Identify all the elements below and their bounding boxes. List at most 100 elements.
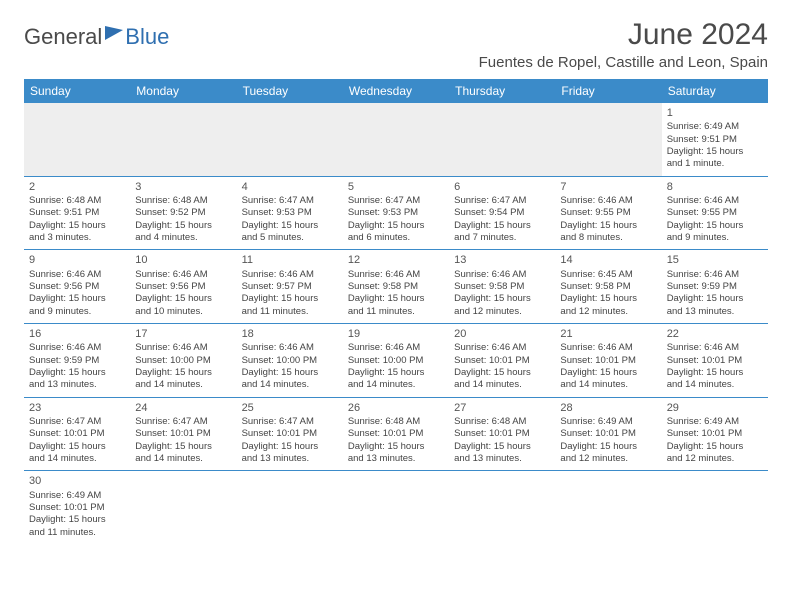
- day-header: Sunday: [24, 79, 130, 103]
- calendar-cell: 14Sunrise: 6:45 AMSunset: 9:58 PMDayligh…: [555, 250, 661, 324]
- calendar-cell: [449, 103, 555, 176]
- day-number: 8: [667, 180, 763, 194]
- cell-text: Sunset: 10:01 PM: [348, 428, 444, 440]
- cell-text: Sunset: 9:55 PM: [560, 207, 656, 219]
- day-header: Thursday: [449, 79, 555, 103]
- cell-text: Sunset: 9:59 PM: [29, 355, 125, 367]
- calendar-cell: 25Sunrise: 6:47 AMSunset: 10:01 PMDaylig…: [237, 397, 343, 471]
- cell-text: Daylight: 15 hours: [242, 293, 338, 305]
- day-header: Saturday: [662, 79, 768, 103]
- day-number: 13: [454, 253, 550, 267]
- cell-text: Sunrise: 6:46 AM: [454, 269, 550, 281]
- cell-text: and 14 minutes.: [242, 379, 338, 391]
- cell-text: Daylight: 15 hours: [667, 220, 763, 232]
- day-number: 17: [135, 327, 231, 341]
- calendar-row: 9 Sunrise: 6:46 AM Sunset: 9:56 PM Daylight…: [24, 250, 768, 324]
- day-number: 28: [560, 401, 656, 415]
- day-number: 11: [242, 253, 338, 267]
- cell-text: and 13 minutes.: [29, 379, 125, 391]
- cell-text: Sunset: 9:58 PM: [348, 281, 444, 293]
- cell-text: Sunrise: 6:46 AM: [667, 342, 763, 354]
- cell-text: and 14 minutes.: [454, 379, 550, 391]
- cell-text: Sunset: 10:01 PM: [560, 428, 656, 440]
- cell-text: Daylight: 15 hours: [560, 441, 656, 453]
- day-number: 18: [242, 327, 338, 341]
- cell-text: Sunrise: 6:47 AM: [348, 195, 444, 207]
- cell-text: Daylight: 15 hours: [29, 514, 125, 526]
- cell-text: Daylight: 15 hours: [560, 220, 656, 232]
- cell-text: and 14 minutes.: [667, 379, 763, 391]
- cell-text: Daylight: 15 hours: [667, 146, 763, 158]
- cell-text: Sunrise: 6:46 AM: [348, 342, 444, 354]
- calendar-cell: 9Sunrise: 6:46 AMSunset: 9:56 PMDaylight…: [24, 250, 130, 324]
- cell-text: Sunrise: 6:49 AM: [29, 490, 125, 502]
- day-number: 24: [135, 401, 231, 415]
- day-number: 9: [29, 253, 125, 267]
- calendar-cell: 21Sunrise: 6:46 AMSunset: 10:01 PMDaylig…: [555, 324, 661, 398]
- cell-text: Sunset: 10:00 PM: [135, 355, 231, 367]
- cell-text: Daylight: 15 hours: [348, 293, 444, 305]
- calendar-cell: 6Sunrise: 6:47 AMSunset: 9:54 PMDaylight…: [449, 176, 555, 250]
- cell-text: Sunset: 9:51 PM: [29, 207, 125, 219]
- cell-text: Sunset: 9:53 PM: [348, 207, 444, 219]
- cell-text: Sunrise: 6:46 AM: [667, 269, 763, 281]
- day-number: 15: [667, 253, 763, 267]
- calendar-cell: 30Sunrise: 6:49 AMSunset: 10:01 PMDaylig…: [24, 471, 130, 544]
- cell-text: Sunset: 9:57 PM: [242, 281, 338, 293]
- cell-text: Sunrise: 6:46 AM: [560, 195, 656, 207]
- calendar-cell: [343, 103, 449, 176]
- day-number: 29: [667, 401, 763, 415]
- calendar-cell: 10Sunrise: 6:46 AMSunset: 9:56 PMDayligh…: [130, 250, 236, 324]
- day-number: 25: [242, 401, 338, 415]
- day-header: Tuesday: [237, 79, 343, 103]
- cell-text: Daylight: 15 hours: [348, 441, 444, 453]
- cell-text: Daylight: 15 hours: [242, 367, 338, 379]
- calendar-table: Sunday Monday Tuesday Wednesday Thursday…: [24, 79, 768, 544]
- cell-text: Sunrise: 6:46 AM: [560, 342, 656, 354]
- cell-text: Sunrise: 6:49 AM: [667, 416, 763, 428]
- cell-text: Sunrise: 6:47 AM: [242, 195, 338, 207]
- calendar-row: 2Sunrise: 6:48 AMSunset: 9:51 PMDaylight…: [24, 176, 768, 250]
- day-number: 1: [667, 106, 763, 120]
- cell-text: and 8 minutes.: [560, 232, 656, 244]
- cell-text: Sunset: 10:01 PM: [242, 428, 338, 440]
- calendar-cell: [237, 103, 343, 176]
- cell-text: and 11 minutes.: [348, 306, 444, 318]
- cell-text: and 7 minutes.: [454, 232, 550, 244]
- calendar-cell: 11 Sunrise: 6:46 AMSunset: 9:57 PMDayligh…: [237, 250, 343, 324]
- cell-text: Sunset: 9:56 PM: [29, 281, 125, 293]
- cell-text: and 6 minutes.: [348, 232, 444, 244]
- cell-text: and 13 minutes.: [667, 306, 763, 318]
- calendar-cell: [449, 471, 555, 544]
- cell-text: Sunrise: 6:46 AM: [242, 269, 338, 281]
- cell-text: Daylight: 15 hours: [560, 367, 656, 379]
- calendar-cell: 26Sunrise: 6:48 AMSunset: 10:01 PMDaylig…: [343, 397, 449, 471]
- cell-text: Sunset: 10:01 PM: [667, 355, 763, 367]
- calendar-cell: [130, 103, 236, 176]
- day-header: Friday: [555, 79, 661, 103]
- day-number: 27: [454, 401, 550, 415]
- cell-text: and 11 minutes.: [242, 306, 338, 318]
- cell-text: Sunrise: 6:46 AM: [667, 195, 763, 207]
- calendar-cell: 1Sunrise: 6:49 AMSunset: 9:51 PMDaylight…: [662, 103, 768, 176]
- cell-text: Sunrise: 6:46 AM: [348, 269, 444, 281]
- cell-text: Sunset: 9:56 PM: [135, 281, 231, 293]
- calendar-cell: 3Sunrise: 6:48 AMSunset: 9:52 PMDaylight…: [130, 176, 236, 250]
- location: Fuentes de Ropel, Castille and Leon, Spa…: [479, 54, 768, 71]
- cell-text: Sunrise: 6:47 AM: [29, 416, 125, 428]
- day-number: 5: [348, 180, 444, 194]
- header: General Blue June 2024 Fuentes de Ropel,…: [24, 18, 768, 71]
- cell-text: Daylight: 15 hours: [29, 441, 125, 453]
- cell-text: Sunset: 10:01 PM: [135, 428, 231, 440]
- calendar-cell: 15Sunrise: 6:46 AMSunset: 9:59 PMDayligh…: [662, 250, 768, 324]
- calendar-cell: 23Sunrise: 6:47 AMSunset: 10:01 PMDaylig…: [24, 397, 130, 471]
- cell-text: Sunrise: 6:46 AM: [135, 342, 231, 354]
- cell-text: and 14 minutes.: [29, 453, 125, 465]
- cell-text: Sunset: 9:55 PM: [667, 207, 763, 219]
- cell-text: and 13 minutes.: [242, 453, 338, 465]
- calendar-cell: 20Sunrise: 6:46 AMSunset: 10:01 PMDaylig…: [449, 324, 555, 398]
- calendar-cell: 7Sunrise: 6:46 AMSunset: 9:55 PMDaylight…: [555, 176, 661, 250]
- cell-text: Sunrise: 6:49 AM: [560, 416, 656, 428]
- day-number: 7: [560, 180, 656, 194]
- day-number: 21: [560, 327, 656, 341]
